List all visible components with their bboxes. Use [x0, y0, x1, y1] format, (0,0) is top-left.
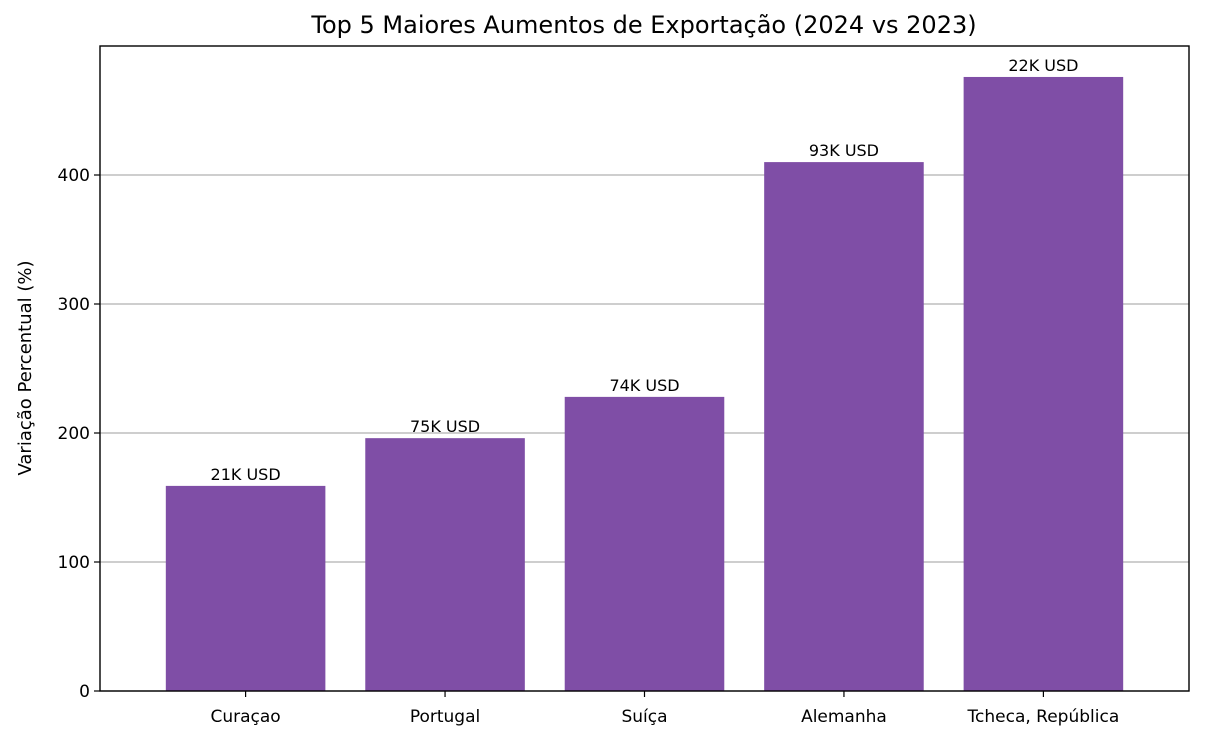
y-axis-label: Variação Percentual (%)	[15, 260, 36, 475]
bar	[165, 485, 326, 691]
bar-value-label: 75K USD	[410, 417, 480, 436]
bar-value-label: 74K USD	[609, 376, 679, 395]
bar	[764, 162, 924, 692]
x-tick-label: Tcheca, República	[967, 707, 1120, 727]
bar-value-label: 21K USD	[211, 465, 281, 484]
y-tick-label: 300	[58, 295, 90, 315]
bar	[963, 76, 1124, 691]
bar-value-label: 22K USD	[1008, 56, 1078, 75]
x-tick-label: Portugal	[410, 707, 480, 727]
x-axis-ticks: Curaçao Portugal Suíça Alemanha Tcheca, Repú…	[210, 691, 1119, 727]
y-tick-label: 200	[58, 424, 90, 444]
bar	[564, 396, 725, 691]
bars	[165, 76, 1124, 692]
bar-value-labels: 21K USD 75K USD 74K USD 93K USD 22K USD	[211, 56, 1079, 484]
y-tick-label: 0	[79, 682, 90, 702]
plot-frame	[99, 45, 1190, 692]
bar	[365, 438, 525, 691]
bar-value-label: 93K USD	[809, 141, 879, 160]
chart-title: Top 5 Maiores Aumentos de Exportação (20…	[310, 11, 976, 39]
y-tick-label: 400	[58, 166, 90, 186]
y-axis-ticks: 0 100 200 300 400	[58, 166, 100, 702]
x-tick-label: Suíça	[621, 707, 667, 727]
x-tick-label: Alemanha	[801, 707, 887, 727]
x-tick-label: Curaçao	[210, 707, 280, 727]
y-tick-label: 100	[58, 553, 90, 573]
